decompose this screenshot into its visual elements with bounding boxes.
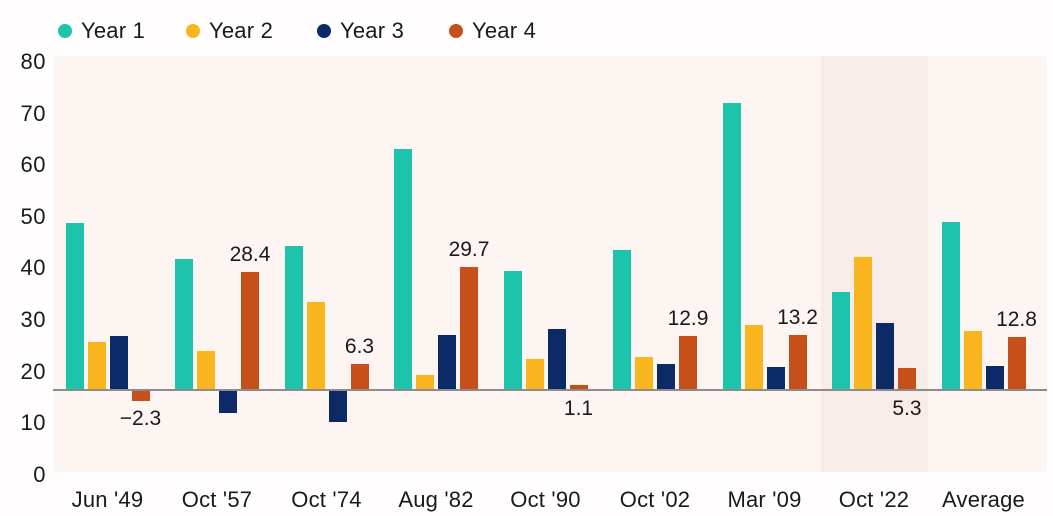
y-axis-tick-label: 0 <box>33 461 46 487</box>
x-axis-tick-label: Oct '90 <box>510 487 581 512</box>
bar-year-4 <box>131 391 150 401</box>
y-axis-tick-label: 40 <box>20 255 46 281</box>
legend-item-year-1: Year 1 <box>58 17 145 45</box>
bar-value-label: 13.2 <box>777 306 818 330</box>
bar-year-4 <box>1007 336 1026 390</box>
y-axis-tick-label: 10 <box>20 410 46 436</box>
y-axis-tick-label: 60 <box>20 152 46 178</box>
bar-value-label: 1.1 <box>563 397 594 420</box>
bar-year-4 <box>241 272 259 390</box>
bar-value-label: 29.7 <box>448 237 490 261</box>
bar-year-3 <box>766 366 785 390</box>
bar-year-2 <box>635 356 653 390</box>
legend-label: Year 3 <box>340 18 404 43</box>
legend-item-year-2: Year 2 <box>186 17 273 45</box>
bar-year-3 <box>657 364 675 390</box>
bar-year-3 <box>876 322 894 390</box>
highlight-band-current-bull-market <box>820 56 928 472</box>
legend-color-dot-icon <box>317 24 331 38</box>
bar-year-2 <box>854 256 872 390</box>
legend-label: Year 2 <box>209 18 273 43</box>
y-axis-tick-label: 80 <box>20 49 46 74</box>
bar-value-label: 12.9 <box>667 307 709 331</box>
bar-year-4 <box>898 368 916 390</box>
legend-color-dot-icon <box>58 24 72 38</box>
bar-year-2 <box>87 342 106 390</box>
bar-year-3 <box>438 335 456 390</box>
bar-year-1 <box>65 223 84 390</box>
bar-year-1 <box>394 149 412 390</box>
bar-value-label: 6.3 <box>344 334 375 358</box>
x-axis-tick-label: Average <box>942 487 1025 512</box>
bar-year-1 <box>722 102 741 390</box>
bar-year-4 <box>788 335 807 390</box>
bar-year-2 <box>525 359 544 390</box>
y-axis-tick-label: 70 <box>20 100 46 126</box>
bar-year-2 <box>963 331 982 390</box>
bar-year-2 <box>197 350 215 390</box>
bar-year-3 <box>985 365 1004 390</box>
bar-year-1 <box>284 245 303 390</box>
legend-label: Year 1 <box>81 18 145 43</box>
x-axis-tick-label: Oct '74 <box>291 487 362 512</box>
x-axis-tick-label: Jun '49 <box>71 487 144 512</box>
bar-value-label: 12.8 <box>996 307 1037 331</box>
bar-year-1 <box>613 250 631 390</box>
bar-year-4 <box>569 385 588 390</box>
bar-year-3 <box>328 391 347 423</box>
x-axis-tick-label: Oct '02 <box>619 487 691 512</box>
x-axis-tick-label: Aug '82 <box>398 487 474 512</box>
bar-year-4 <box>350 363 369 390</box>
bar-year-4 <box>679 336 697 390</box>
zero-baseline <box>53 389 1047 391</box>
legend-color-dot-icon <box>186 24 200 38</box>
legend-item-year-3: Year 3 <box>317 17 404 45</box>
legend-label: Year 4 <box>472 18 536 43</box>
bar-year-1 <box>941 221 960 390</box>
bar-value-label: 5.3 <box>892 397 922 420</box>
legend-color-dot-icon <box>449 24 463 38</box>
bar-year-2 <box>306 302 325 390</box>
x-axis-tick-label: Oct '22 <box>838 487 910 512</box>
bar-year-3 <box>219 391 237 413</box>
bar-year-2 <box>416 375 434 390</box>
bar-year-2 <box>744 325 763 390</box>
bar-year-4 <box>460 266 478 390</box>
y-axis-tick-label: 20 <box>20 358 46 384</box>
bar-year-1 <box>832 292 850 390</box>
bar-year-1 <box>503 270 522 390</box>
bar-year-3 <box>109 336 128 390</box>
legend-item-year-4: Year 4 <box>449 17 536 45</box>
x-axis-tick-label: Oct '57 <box>181 487 253 512</box>
bar-year-1 <box>175 258 193 390</box>
bar-value-label: 28.4 <box>229 243 271 267</box>
bar-year-3 <box>547 328 566 390</box>
y-axis-tick-label: 30 <box>20 307 46 332</box>
bar-value-label: −2.3 <box>119 406 162 430</box>
y-axis-tick-label: 50 <box>20 203 46 229</box>
x-axis-tick-label: Mar '09 <box>727 487 802 512</box>
plot-area: −2.3 28.4 6.3 29.7 1.1 12.9 13.2 5.3 12.8 <box>53 56 1047 472</box>
